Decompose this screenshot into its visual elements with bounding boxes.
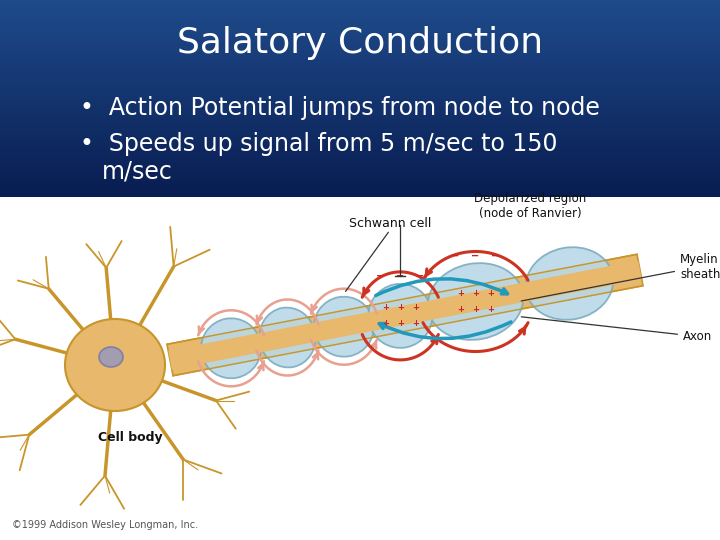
- Ellipse shape: [65, 319, 165, 411]
- Bar: [0, 177, 720, 181]
- Bar: [0, 166, 720, 170]
- Ellipse shape: [314, 296, 374, 357]
- Bar: [0, 83, 720, 87]
- Bar: [0, 0, 720, 4]
- Bar: [0, 154, 720, 158]
- Text: +: +: [382, 319, 389, 328]
- Bar: [0, 71, 720, 75]
- Text: −: −: [492, 251, 500, 260]
- Bar: [0, 59, 720, 63]
- Text: +: +: [412, 319, 419, 328]
- Bar: [0, 161, 720, 166]
- Bar: [0, 170, 720, 173]
- Bar: [0, 138, 720, 142]
- Text: •  Speeds up signal from 5 m/sec to 150: • Speeds up signal from 5 m/sec to 150: [80, 132, 557, 156]
- Bar: [0, 55, 720, 59]
- Text: −: −: [492, 251, 500, 260]
- Text: −: −: [416, 271, 424, 281]
- Text: −: −: [377, 271, 384, 281]
- Ellipse shape: [259, 308, 315, 367]
- Text: •  Action Potential jumps from node to node: • Action Potential jumps from node to no…: [80, 97, 600, 120]
- Text: +: +: [457, 305, 464, 314]
- Bar: [0, 16, 720, 19]
- Text: +: +: [487, 289, 494, 298]
- Text: +: +: [382, 303, 389, 313]
- Bar: [0, 94, 720, 98]
- Bar: [0, 142, 720, 146]
- Bar: [0, 150, 720, 154]
- Text: +: +: [472, 289, 479, 298]
- Bar: [0, 173, 720, 177]
- Text: +: +: [397, 303, 404, 313]
- Bar: [0, 36, 720, 39]
- Bar: [0, 12, 720, 16]
- Ellipse shape: [369, 284, 432, 348]
- Bar: [0, 51, 720, 55]
- Bar: [0, 103, 720, 106]
- Text: +: +: [397, 319, 404, 328]
- Bar: [0, 114, 720, 118]
- Bar: [0, 158, 720, 161]
- Bar: [0, 193, 720, 197]
- Text: +: +: [487, 305, 494, 314]
- Bar: [0, 126, 720, 130]
- Bar: [0, 134, 720, 138]
- Bar: [0, 91, 720, 94]
- Text: −: −: [451, 251, 459, 260]
- Polygon shape: [167, 254, 643, 376]
- Ellipse shape: [201, 318, 261, 379]
- Text: +: +: [412, 303, 419, 313]
- Bar: [0, 98, 720, 103]
- Bar: [0, 185, 720, 189]
- Text: Cell body: Cell body: [98, 431, 162, 444]
- Bar: [0, 67, 720, 71]
- Bar: [0, 19, 720, 24]
- Bar: [0, 75, 720, 79]
- Text: ©1999 Addison Wesley Longman, Inc.: ©1999 Addison Wesley Longman, Inc.: [12, 520, 198, 530]
- Ellipse shape: [428, 263, 523, 340]
- Bar: [0, 181, 720, 185]
- Text: −: −: [377, 271, 384, 281]
- Bar: [0, 122, 720, 126]
- Text: m/sec: m/sec: [102, 159, 173, 184]
- Bar: [0, 189, 720, 193]
- Bar: [0, 31, 720, 36]
- Bar: [0, 8, 720, 12]
- Bar: [0, 87, 720, 91]
- Text: −: −: [396, 271, 405, 281]
- Text: −: −: [416, 271, 424, 281]
- Bar: [0, 118, 720, 122]
- Text: +: +: [457, 289, 464, 298]
- Text: Schwann cell: Schwann cell: [348, 217, 431, 230]
- Text: −: −: [396, 271, 405, 281]
- Bar: [0, 197, 720, 540]
- Text: Salatory Conduction: Salatory Conduction: [177, 26, 543, 60]
- Bar: [0, 130, 720, 134]
- Bar: [0, 28, 720, 31]
- Polygon shape: [168, 261, 642, 369]
- Ellipse shape: [526, 247, 613, 320]
- Bar: [0, 24, 720, 28]
- Text: Myelin
sheath: Myelin sheath: [521, 253, 720, 301]
- Bar: [0, 4, 720, 8]
- Text: Axon: Axon: [521, 317, 712, 343]
- Bar: [0, 39, 720, 43]
- Bar: [0, 79, 720, 83]
- Text: Depolarized region
(node of Ranvier): Depolarized region (node of Ranvier): [474, 192, 586, 220]
- Text: −: −: [451, 251, 459, 260]
- Bar: [0, 48, 720, 51]
- Text: +: +: [472, 305, 479, 314]
- Bar: [0, 106, 720, 110]
- Bar: [0, 110, 720, 114]
- Text: −: −: [472, 251, 480, 260]
- Ellipse shape: [99, 347, 123, 367]
- Text: −: −: [472, 251, 480, 260]
- Bar: [0, 43, 720, 48]
- Bar: [0, 63, 720, 67]
- Bar: [0, 146, 720, 150]
